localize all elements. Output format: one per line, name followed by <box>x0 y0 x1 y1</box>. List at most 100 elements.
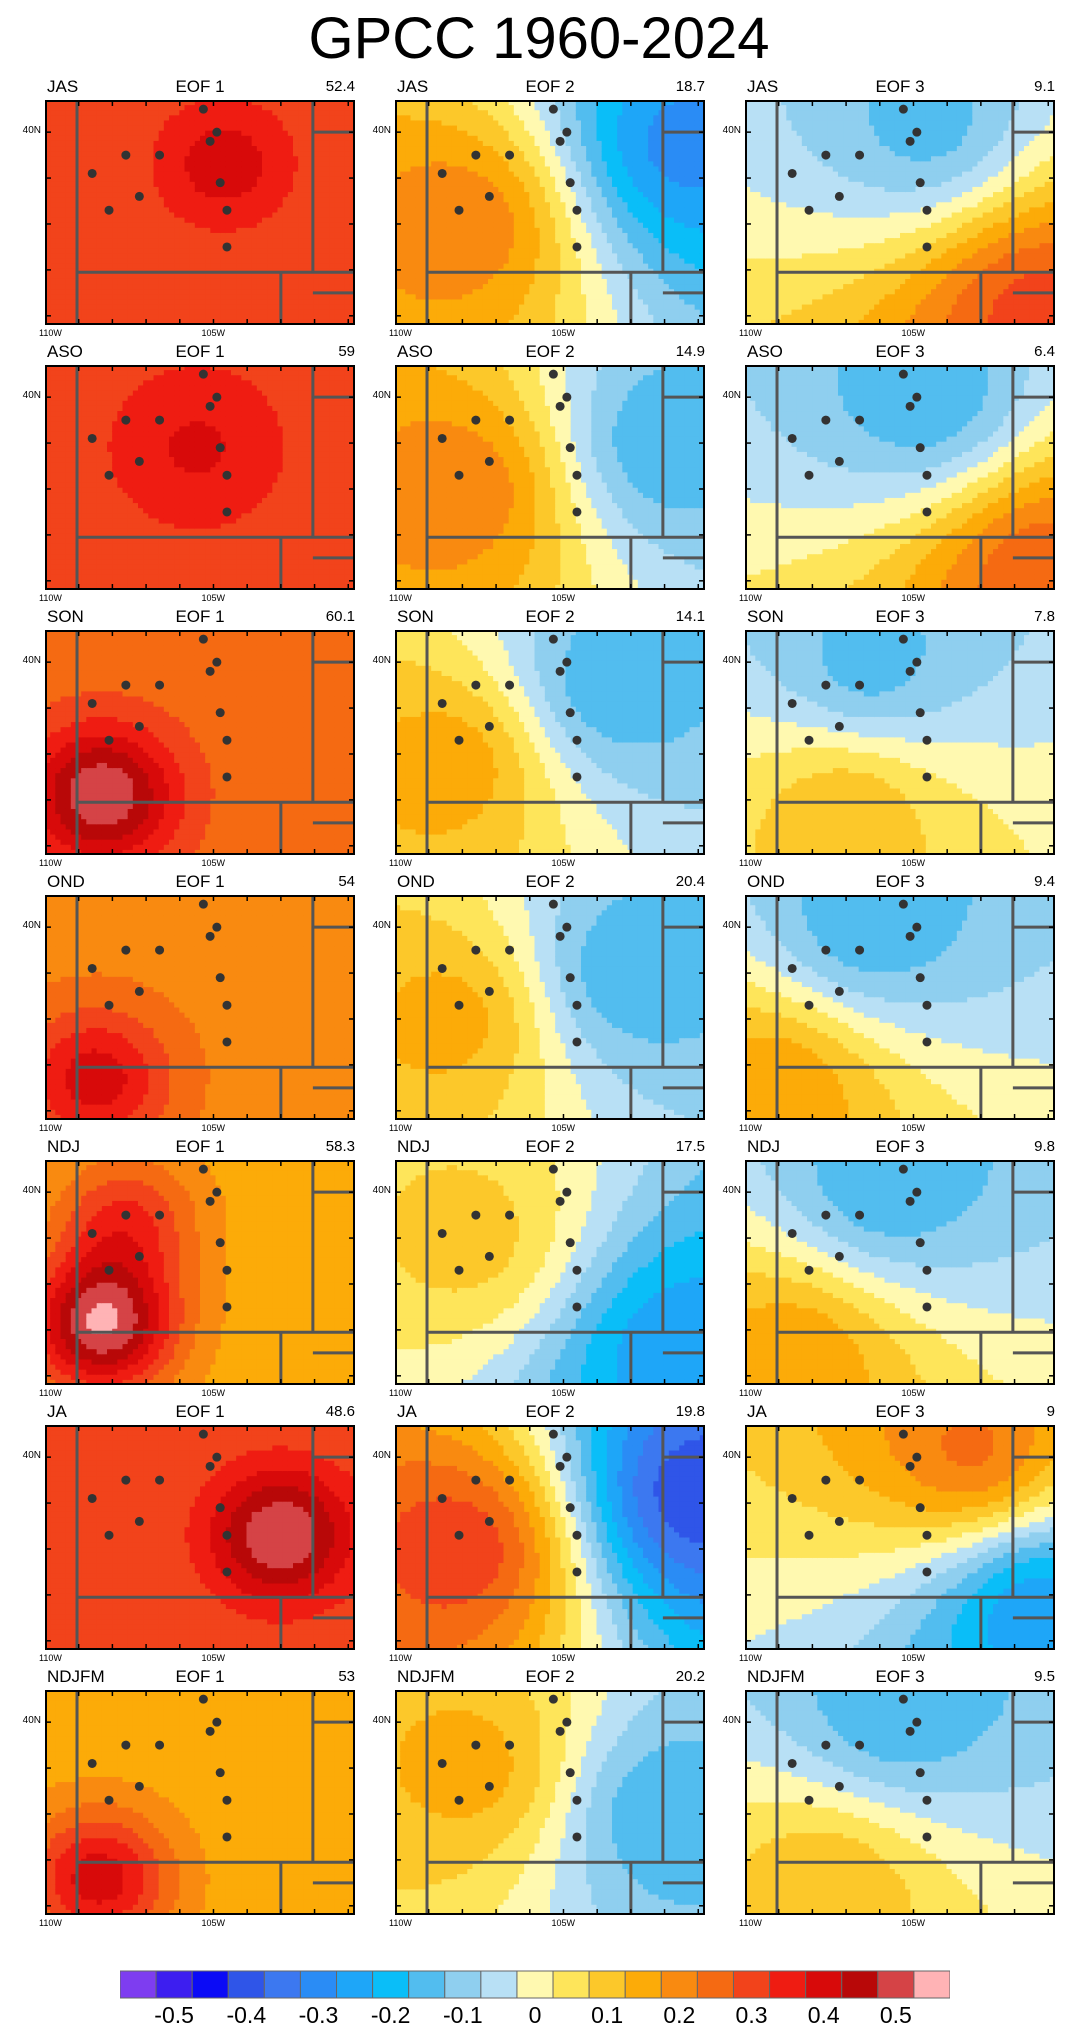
field-cell <box>405 125 412 132</box>
field-cell <box>544 202 551 208</box>
field-cell <box>451 299 458 306</box>
field-cell <box>277 115 284 122</box>
field-cell <box>627 202 634 208</box>
field-cell <box>298 171 304 178</box>
field-cell <box>225 115 232 122</box>
field-cell <box>508 217 515 224</box>
field-cell <box>591 278 598 285</box>
field-cell <box>581 181 587 188</box>
field-cell <box>544 304 551 311</box>
field-cell <box>420 227 427 234</box>
field-cell <box>262 186 268 193</box>
field-cell <box>529 299 536 306</box>
field-cell <box>591 120 598 127</box>
field-cell <box>534 120 541 127</box>
field-cell <box>441 227 448 234</box>
field-cell <box>503 207 510 214</box>
field-cell <box>143 171 149 178</box>
field-cell <box>493 192 499 198</box>
field-cell <box>431 202 437 208</box>
field-cell <box>272 197 279 203</box>
field-cell <box>324 125 330 132</box>
field-cell <box>329 248 335 255</box>
field-cell <box>282 110 289 116</box>
field-cell <box>627 263 634 270</box>
field-cell <box>194 258 201 265</box>
field-cell <box>174 289 180 295</box>
field-cell <box>55 263 62 270</box>
field-cell <box>318 176 325 183</box>
field-cell <box>179 263 186 270</box>
field-cell <box>112 248 118 255</box>
field-cell <box>107 125 113 132</box>
field-cell <box>303 130 310 137</box>
field-cell <box>339 192 346 198</box>
field-cell <box>189 146 196 152</box>
field-cell <box>60 278 67 285</box>
field-cell <box>334 319 341 325</box>
field-cell <box>482 207 489 214</box>
field-cell <box>462 186 468 193</box>
field-cell <box>324 161 330 168</box>
field-cell <box>65 176 72 183</box>
field-cell <box>272 294 279 301</box>
field-cell <box>287 309 294 316</box>
field-cell <box>45 140 51 147</box>
field-cell <box>293 258 299 265</box>
field-cell <box>493 171 499 178</box>
field-cell <box>101 273 108 280</box>
field-cell <box>658 314 665 321</box>
field-cell <box>477 146 484 152</box>
field-cell <box>277 176 284 183</box>
field-cell <box>169 125 175 132</box>
field-cell <box>205 125 211 132</box>
field-cell <box>524 171 530 178</box>
field-cell <box>560 105 567 111</box>
field-cell <box>612 222 618 229</box>
field-cell <box>441 115 448 122</box>
field-cell <box>420 192 427 198</box>
field-cell <box>627 248 634 255</box>
field-cell <box>472 299 479 306</box>
field-cell <box>50 294 56 301</box>
field-cell <box>112 192 118 198</box>
field-cell <box>60 146 67 152</box>
field-cell <box>431 258 437 265</box>
field-cell <box>560 120 567 127</box>
field-cell <box>282 171 289 178</box>
field-cell <box>101 135 108 142</box>
field-cell <box>586 202 592 208</box>
field-cell <box>395 161 401 168</box>
field-cell <box>344 253 351 260</box>
field-cell <box>575 299 582 306</box>
field-cell <box>570 125 577 132</box>
field-cell <box>50 258 56 265</box>
field-cell <box>648 258 654 265</box>
field-cell <box>550 304 556 311</box>
field-cell <box>420 207 427 214</box>
field-cell <box>267 314 273 321</box>
field-cell <box>467 146 474 152</box>
field-cell <box>457 202 463 208</box>
field-cell <box>298 156 304 162</box>
field-cell <box>107 186 113 193</box>
field-cell <box>519 304 525 311</box>
field-cell <box>241 120 248 127</box>
field-cell <box>627 140 634 147</box>
field-cell <box>612 217 618 224</box>
field-cell <box>117 217 124 224</box>
field-cell <box>231 130 237 137</box>
field-cell <box>86 299 93 306</box>
field-cell <box>431 120 437 127</box>
field-cell <box>324 227 330 234</box>
field-cell <box>117 140 124 147</box>
field-cell <box>272 309 279 316</box>
field-cell <box>189 156 196 162</box>
field-cell <box>632 294 639 301</box>
field-cell <box>446 304 453 311</box>
field-cell <box>529 110 536 116</box>
field-cell <box>112 140 118 147</box>
field-cell <box>117 304 124 311</box>
field-cell <box>174 171 180 178</box>
field-cell <box>467 171 474 178</box>
